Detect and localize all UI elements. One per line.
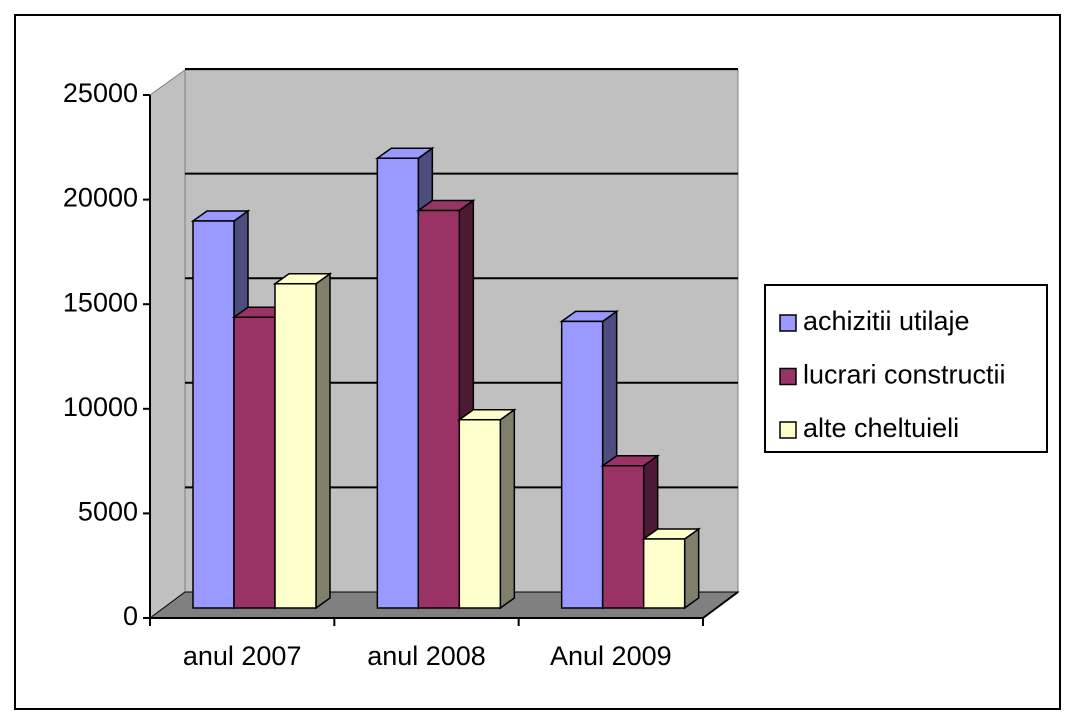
y-tick-label: 15000 [63,287,138,317]
x-tick-label: anul 2008 [367,641,486,671]
bar [192,220,235,609]
bar [642,538,686,609]
legend-label: achizitii utilaje [803,306,970,336]
bar [417,209,461,609]
legend-swatch [779,421,797,439]
bar-side [683,527,700,610]
bar [560,320,604,609]
y-tick-label: 10000 [63,392,138,422]
x-tick-label: Anul 2009 [550,641,672,671]
bar [233,316,276,609]
bar-side [315,272,331,610]
legend-swatch [779,314,797,332]
x-tick-label: anul 2007 [183,641,302,671]
legend [764,284,1048,453]
bar [458,418,502,609]
bar-side [499,408,516,610]
y-tick-label: 20000 [63,183,138,213]
y-tick-label: 0 [123,601,138,631]
bar [376,157,420,609]
bar [274,282,317,609]
x-axis-depth [702,591,739,619]
y-tick-label: 5000 [78,497,138,527]
legend-label: alte cheltuieli [803,413,959,443]
y-tick-label: 25000 [63,78,138,108]
legend-swatch [779,367,797,386]
bar [601,464,645,609]
side-wall [149,69,186,619]
legend-label: lucrari constructii [803,360,1006,390]
